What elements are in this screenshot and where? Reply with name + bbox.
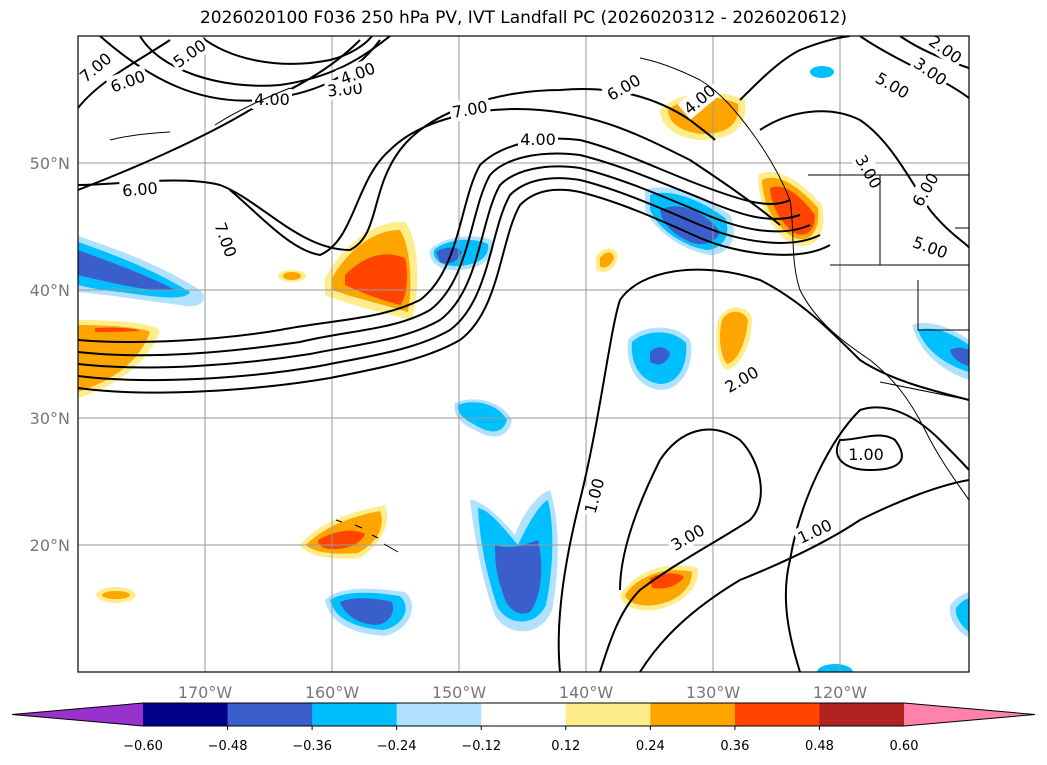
- colorbar-segment: [396, 703, 482, 726]
- plot-frame: [77, 35, 970, 673]
- colorbar-tick: −0.48: [208, 739, 248, 754]
- colorbar-segment: [312, 703, 398, 726]
- contour-label: 4.00: [254, 90, 290, 109]
- colorbar-tick: 0.12: [551, 739, 580, 754]
- colorbar-segment: [481, 703, 567, 726]
- colorbar-extend-min: [12, 703, 143, 726]
- colorbar-tick: 0.36: [720, 739, 749, 754]
- lon-tick: 140°W: [559, 683, 614, 702]
- map-title: 2026020100 F036 250 hPa PV, IVT Landfall…: [199, 8, 847, 28]
- colorbar-segment: [565, 703, 651, 726]
- contour-label: 6.00: [121, 178, 158, 200]
- lat-tick: 30°N: [30, 409, 70, 428]
- lat-tick: 50°N: [30, 154, 70, 173]
- colorbar-tick: 0.60: [890, 739, 919, 754]
- plot-area: 7.00 6.00 5.00 4.00 3.00 4.00 7.00 4.00 …: [78, 36, 969, 672]
- colorbar-segment: [143, 703, 229, 726]
- colorbar-tick: 0.24: [636, 739, 665, 754]
- colorbar-tick: −0.60: [123, 739, 163, 754]
- colorbar-segment: [650, 703, 736, 726]
- lon-tick-labels: 170°W 160°W 150°W 140°W 130°W 120°W: [178, 683, 868, 702]
- coastlines: [109, 57, 969, 553]
- contour-label: 4.00: [520, 130, 556, 149]
- lat-tick: 40°N: [30, 281, 70, 300]
- colorbar-tick: 0.48: [805, 739, 834, 754]
- gridlines: [78, 36, 969, 672]
- colorbar-extend-max: [904, 703, 1035, 726]
- colorbar-tick: −0.36: [292, 739, 332, 754]
- contour-label: 1.00: [848, 445, 884, 464]
- lat-tick-labels: 50°N 40°N 30°N 20°N: [30, 154, 70, 555]
- lon-tick: 160°W: [305, 683, 360, 702]
- colorbar: [11, 702, 1036, 730]
- ivt-anomaly-shading: [78, 66, 969, 672]
- lon-tick: 150°W: [432, 683, 487, 702]
- colorbar-segment: [734, 703, 820, 726]
- lat-tick: 20°N: [30, 536, 70, 555]
- lon-tick: 120°W: [813, 683, 868, 702]
- colorbar-tick: −0.24: [377, 739, 417, 754]
- lon-tick: 130°W: [686, 683, 741, 702]
- lon-tick: 170°W: [178, 683, 233, 702]
- colorbar-tick-labels: −0.60 −0.48 −0.36 −0.24 −0.12 0.12 0.24 …: [123, 739, 918, 754]
- colorbar-segment: [227, 703, 313, 726]
- colorbar-tick: −0.12: [461, 739, 501, 754]
- colorbar-outline: [11, 702, 1036, 727]
- colorbar-segment: [819, 703, 905, 726]
